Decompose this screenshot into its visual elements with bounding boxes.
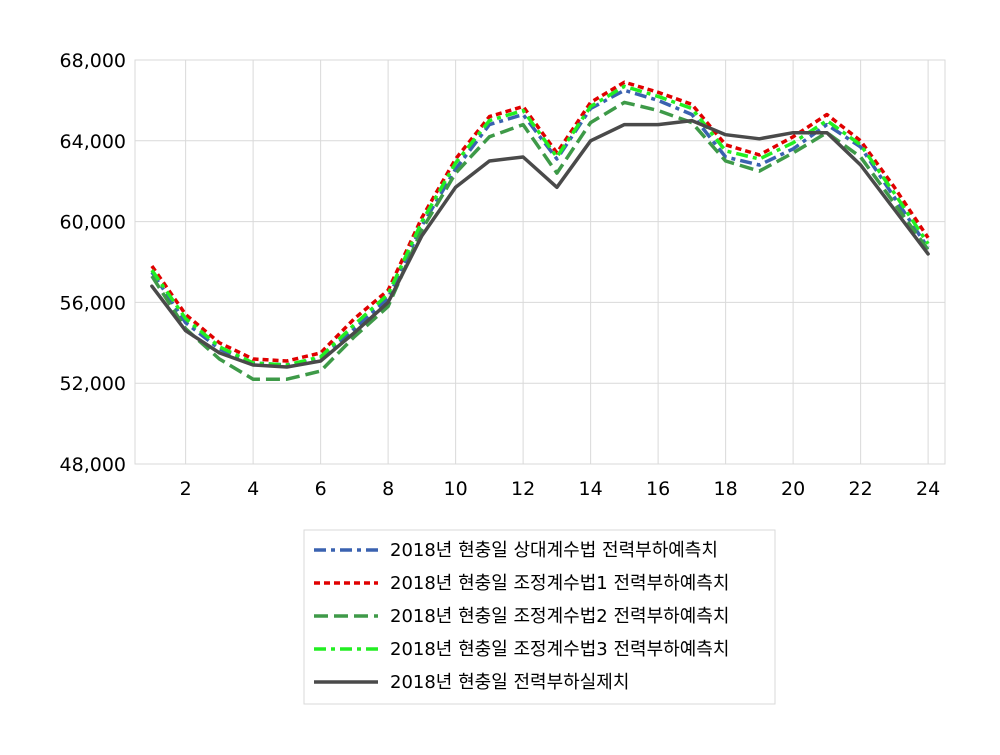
y-tick-label: 48,000: [60, 454, 126, 476]
x-tick-label: 18: [714, 478, 738, 500]
y-tick-label: 52,000: [60, 373, 126, 395]
x-tick-label: 4: [247, 478, 259, 500]
x-tick-label: 20: [781, 478, 805, 500]
series-line-5: [150, 118, 930, 369]
y-tick-label: 56,000: [60, 292, 126, 314]
legend: 2018년 현충일 상대계수법 전력부하예측치 2018년 현충일 조정계수법1 …: [303, 529, 776, 705]
x-tick-label: 16: [646, 478, 670, 500]
legend-label-2: 2018년 현충일 조정계수법1 전력부하예측치: [390, 573, 729, 594]
legend-label-3: 2018년 현충일 조정계수법2 전력부하예측치: [390, 606, 729, 627]
x-tick-label: 24: [916, 478, 940, 500]
gridlines: [135, 59, 945, 465]
x-tick-label: 12: [511, 478, 535, 500]
x-tick-label: 22: [849, 478, 873, 500]
y-tick-label: 64,000: [60, 131, 126, 153]
plot-area-border: [134, 59, 946, 465]
series-line-3: [150, 100, 930, 381]
series-lines: [150, 80, 930, 381]
x-tick-label: 6: [315, 478, 327, 500]
x-tick-label: 14: [579, 478, 603, 500]
y-tick-label: 60,000: [60, 212, 126, 234]
x-tick-label: 10: [444, 478, 468, 500]
legend-label-4: 2018년 현충일 조정계수법3 전력부하예측치: [390, 639, 729, 660]
x-tick-label: 8: [382, 478, 394, 500]
legend-label-5: 2018년 현충일 전력부하실제치: [390, 672, 629, 693]
series-line-1: [150, 88, 930, 367]
legend-box: [303, 529, 776, 705]
legend-label-1: 2018년 현충일 상대계수법 전력부하예측치: [390, 540, 718, 561]
x-tick-label: 2: [180, 478, 192, 500]
y-axis-ticks: 48,000 52,000 56,000 60,000 64,000 68,000: [60, 50, 126, 476]
legend-entries: 2018년 현충일 상대계수법 전력부하예측치 2018년 현충일 조정계수법1 …: [314, 540, 729, 693]
series-line-4: [150, 84, 930, 367]
x-axis-ticks: 2 4 6 8 10 12 14 16 18 20 22 24: [180, 478, 941, 500]
y-tick-label: 68,000: [60, 50, 126, 72]
